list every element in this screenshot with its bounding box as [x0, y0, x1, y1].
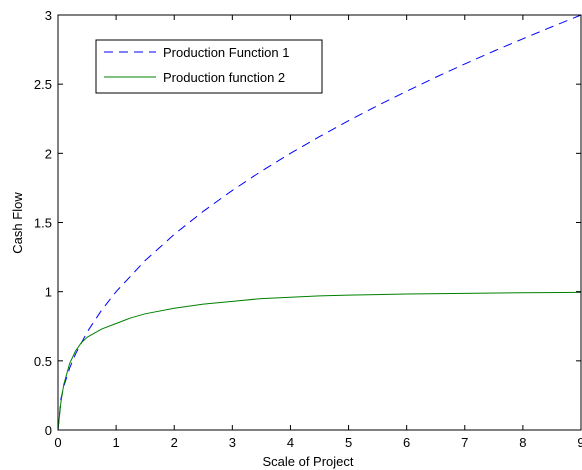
y-tick-label-1: 0.5 — [34, 354, 52, 369]
y-axis-label: Cash Flow — [10, 192, 25, 254]
legend-box — [95, 39, 323, 94]
legend-label-series-2: Production function 2 — [163, 70, 285, 85]
y-tick-label-4: 2 — [45, 146, 52, 161]
x-tick-label-2: 2 — [171, 435, 178, 450]
x-tick-label-9: 9 — [577, 435, 582, 450]
x-axis-label: Scale of Project — [262, 454, 353, 469]
x-tick-label-3: 3 — [229, 435, 236, 450]
x-tick-label-0: 0 — [54, 435, 61, 450]
x-tick-label-8: 8 — [519, 435, 526, 450]
series-line-2 — [57, 291, 582, 431]
x-tick-label-7: 7 — [461, 435, 468, 450]
x-tick-label-6: 6 — [403, 435, 410, 450]
axes: 0 1 2 3 4 5 6 7 8 9 0 0.5 1 1.5 2 2.5 3 — [34, 8, 582, 450]
x-tick-label-1: 1 — [112, 435, 119, 450]
series-line-1 — [57, 14, 582, 431]
x-tick-label-5: 5 — [345, 435, 352, 450]
y-tick-label-6: 3 — [45, 8, 52, 23]
series-layer — [57, 14, 582, 431]
y-tick-label-2: 1 — [45, 285, 52, 300]
legend-label-series-1: Production Function 1 — [163, 45, 289, 60]
y-tick-label-5: 2.5 — [34, 77, 52, 92]
y-tick-label-3: 1.5 — [34, 216, 52, 231]
legend: Production Function 1 Production functio… — [95, 39, 323, 94]
x-tick-label-4: 4 — [287, 435, 294, 450]
y-tick-label-0: 0 — [45, 423, 52, 438]
